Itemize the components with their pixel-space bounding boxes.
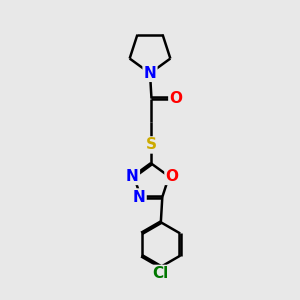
Text: Cl: Cl bbox=[153, 266, 169, 281]
Text: O: O bbox=[166, 169, 178, 184]
Text: N: N bbox=[144, 66, 156, 81]
Text: N: N bbox=[133, 190, 146, 205]
Text: S: S bbox=[146, 137, 157, 152]
Text: N: N bbox=[126, 169, 139, 184]
Text: O: O bbox=[169, 91, 182, 106]
